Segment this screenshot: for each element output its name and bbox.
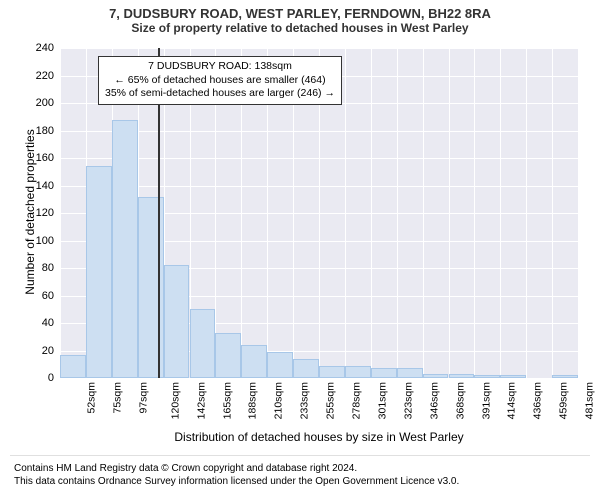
- x-tick-label: 210sqm: [273, 382, 285, 419]
- x-tick-label: 233sqm: [299, 382, 311, 419]
- x-tick-label: 481sqm: [583, 382, 595, 419]
- title-line-2: Size of property relative to detached ho…: [0, 21, 600, 35]
- histogram-bar: [241, 345, 267, 378]
- y-tick-label: 160: [36, 152, 54, 164]
- histogram-bar: [164, 265, 190, 378]
- y-tick-label: 140: [36, 180, 54, 192]
- gridline-v: [526, 48, 527, 378]
- gridline-v: [500, 48, 501, 378]
- histogram-bar: [60, 355, 86, 378]
- gridline-h: [60, 378, 578, 379]
- histogram-bar: [190, 309, 216, 378]
- gridline-v: [474, 48, 475, 378]
- histogram-bar: [423, 374, 449, 378]
- histogram-bar: [449, 374, 475, 378]
- y-tick-label: 200: [36, 97, 54, 109]
- x-tick-label: 188sqm: [247, 382, 259, 419]
- gridline-v: [397, 48, 398, 378]
- title-line-1: 7, DUDSBURY ROAD, WEST PARLEY, FERNDOWN,…: [0, 0, 600, 21]
- x-tick-label: 301sqm: [376, 382, 388, 419]
- histogram-bar: [397, 368, 423, 378]
- x-tick-label: 323sqm: [402, 382, 414, 419]
- x-tick-label: 414sqm: [506, 382, 518, 419]
- histogram-bar: [215, 333, 241, 378]
- gridline-v: [578, 48, 579, 378]
- footer-text: Contains HM Land Registry data © Crown c…: [14, 462, 459, 488]
- annotation-line-2: ← 65% of detached houses are smaller (46…: [105, 74, 335, 88]
- x-tick-label: 52sqm: [86, 382, 98, 414]
- y-tick-label: 180: [36, 125, 54, 137]
- histogram-bar: [474, 375, 500, 378]
- plot-area: 02040608010012014016018020022024052sqm75…: [60, 48, 578, 378]
- x-tick-label: 165sqm: [221, 382, 233, 419]
- x-tick-label: 75sqm: [111, 382, 123, 414]
- histogram-bar: [371, 368, 397, 378]
- y-tick-label: 80: [42, 262, 54, 274]
- histogram-bar: [500, 375, 526, 378]
- x-axis-label: Distribution of detached houses by size …: [60, 430, 578, 444]
- gridline-v: [423, 48, 424, 378]
- x-tick-label: 391sqm: [480, 382, 492, 419]
- histogram-bar: [138, 197, 164, 379]
- histogram-bar: [345, 366, 371, 378]
- y-axis-label: Number of detached properties: [23, 112, 37, 312]
- histogram-bar: [293, 359, 319, 378]
- chart-container: 7, DUDSBURY ROAD, WEST PARLEY, FERNDOWN,…: [0, 0, 600, 500]
- x-tick-label: 142sqm: [195, 382, 207, 419]
- y-tick-label: 240: [36, 42, 54, 54]
- histogram-bar: [86, 166, 112, 378]
- gridline-v: [552, 48, 553, 378]
- footer-divider: [10, 455, 590, 456]
- annotation-line-1: 7 DUDSBURY ROAD: 138sqm: [105, 60, 335, 74]
- gridline-v: [60, 48, 61, 378]
- y-tick-label: 40: [42, 317, 54, 329]
- annotation-box: 7 DUDSBURY ROAD: 138sqm← 65% of detached…: [98, 56, 342, 105]
- gridline-v: [449, 48, 450, 378]
- x-tick-label: 278sqm: [350, 382, 362, 419]
- histogram-bar: [112, 120, 138, 379]
- y-tick-label: 120: [36, 207, 54, 219]
- y-tick-label: 0: [48, 372, 54, 384]
- x-tick-label: 346sqm: [428, 382, 440, 419]
- x-tick-label: 97sqm: [137, 382, 149, 414]
- footer-line-2: This data contains Ordnance Survey infor…: [14, 475, 459, 488]
- gridline-v: [371, 48, 372, 378]
- annotation-line-3: 35% of semi-detached houses are larger (…: [105, 87, 335, 101]
- histogram-bar: [319, 366, 345, 378]
- x-tick-label: 255sqm: [324, 382, 336, 419]
- histogram-bar: [267, 352, 293, 378]
- y-tick-label: 100: [36, 235, 54, 247]
- x-tick-label: 436sqm: [532, 382, 544, 419]
- x-tick-label: 459sqm: [558, 382, 570, 419]
- footer-line-1: Contains HM Land Registry data © Crown c…: [14, 462, 459, 475]
- y-tick-label: 60: [42, 290, 54, 302]
- gridline-v: [345, 48, 346, 378]
- histogram-bar: [552, 375, 578, 378]
- x-tick-label: 368sqm: [454, 382, 466, 419]
- y-tick-label: 220: [36, 70, 54, 82]
- x-tick-label: 120sqm: [169, 382, 181, 419]
- y-tick-label: 20: [42, 345, 54, 357]
